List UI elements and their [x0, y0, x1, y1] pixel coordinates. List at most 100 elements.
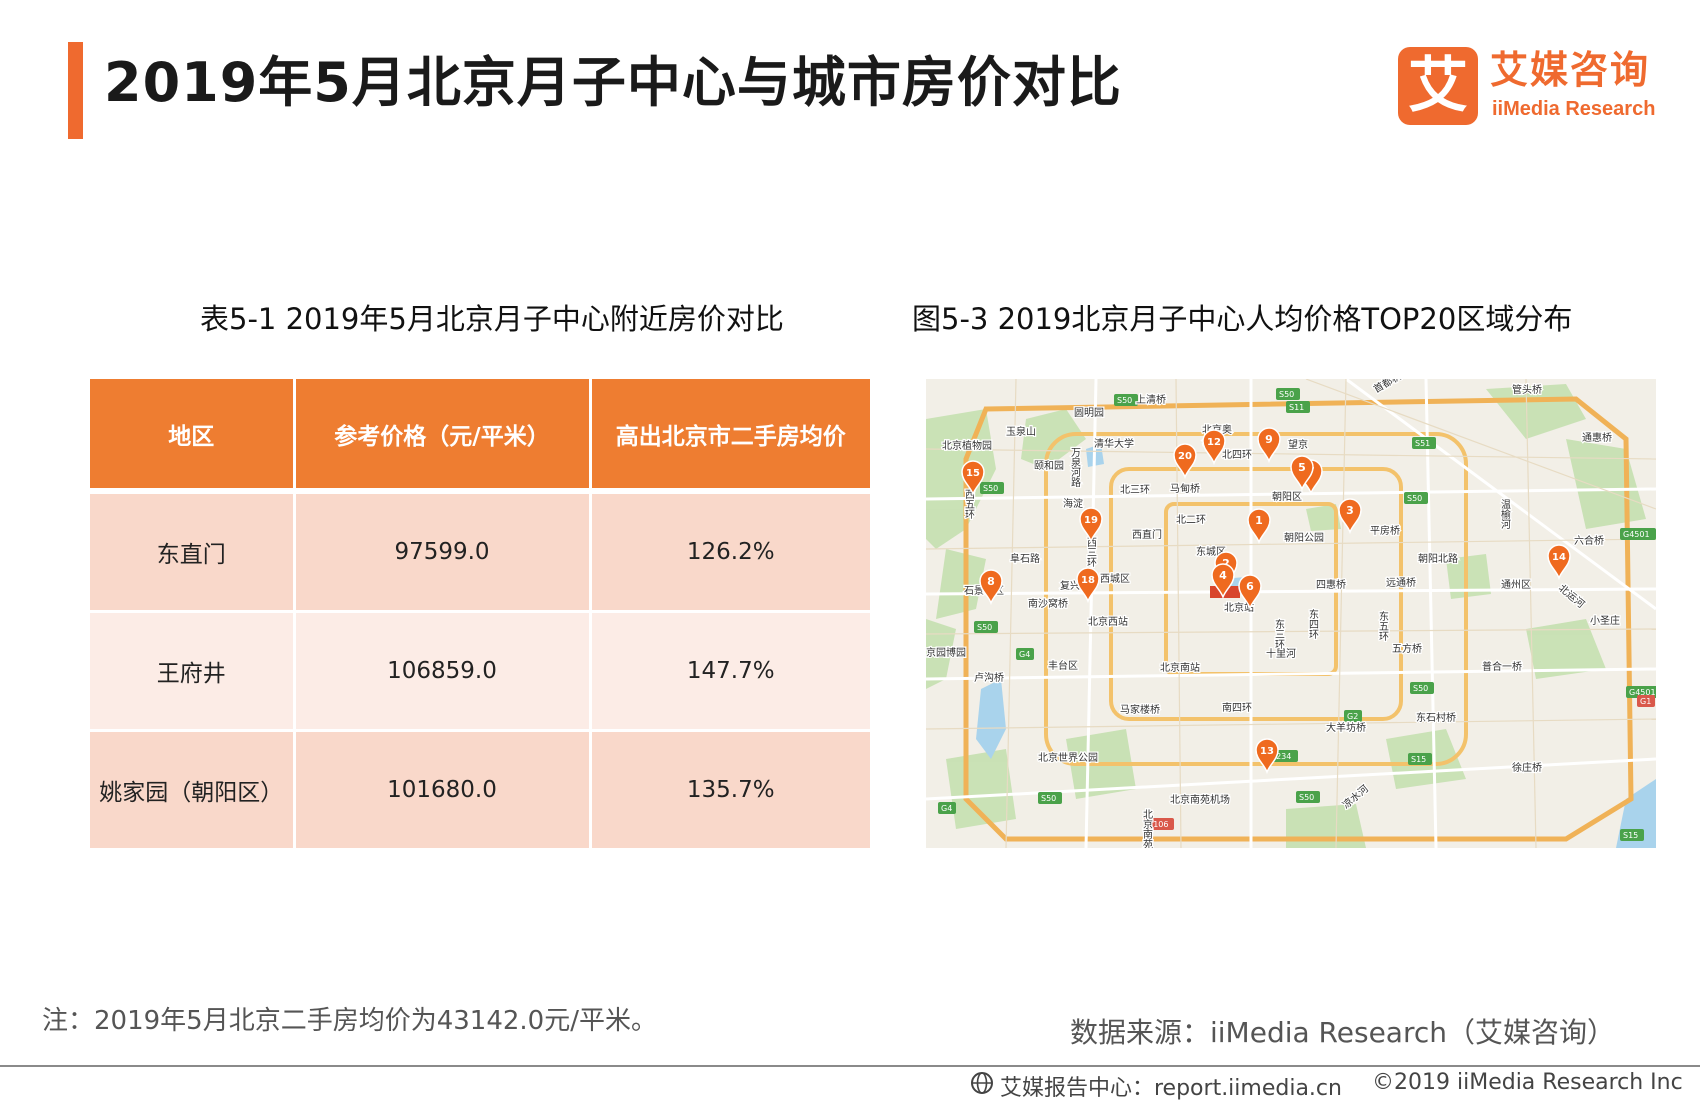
map-place-label: 西直门	[1132, 528, 1162, 541]
highway-badge-bg	[1114, 394, 1138, 406]
map-marker-number: 14	[1552, 552, 1566, 563]
map-place-label: 西城区	[1100, 573, 1130, 585]
map-marker[interactable]: 8	[979, 569, 1003, 606]
map-place-label: 北二环	[1176, 514, 1206, 526]
region-cell: 东直门	[90, 491, 296, 613]
map-marker[interactable]: 4	[1211, 563, 1235, 600]
logo-mark: 艾	[1398, 47, 1478, 125]
map-marker-pin	[1079, 507, 1103, 544]
map-place-label: 南沙窝桥	[1028, 597, 1068, 610]
premium-cell: 135.7%	[590, 730, 870, 851]
highway-badge-label: S50	[1407, 494, 1422, 503]
map-marker-pin	[961, 460, 985, 497]
map-marker[interactable]: 12	[1202, 429, 1226, 466]
highway-badge-label: G4501	[1623, 530, 1650, 539]
map-marker[interactable]: 18	[1076, 567, 1100, 604]
map-marker[interactable]: 3	[1338, 498, 1362, 535]
map-place-label: 北京植物园	[942, 439, 992, 452]
map-place-label: 徐庄桥	[1512, 761, 1542, 774]
highway-badge: G1	[1637, 695, 1655, 707]
highway-badge: S11	[1286, 401, 1310, 413]
highway-badge-label: S50	[977, 623, 992, 632]
map-place-label: 四惠桥	[1316, 578, 1346, 591]
map-marker[interactable]: 6	[1238, 574, 1262, 611]
map-marker[interactable]: 13	[1255, 738, 1279, 775]
map-place-label: 北三环	[1120, 484, 1150, 496]
table-title: 表5-1 2019年5月北京月子中心附近房价对比	[200, 302, 784, 336]
highway-badge: S15	[1620, 829, 1644, 841]
data-source: 数据来源：iiMedia Research（艾媒咨询）	[1070, 1016, 1615, 1049]
table-row: 王府井 106859.0 147.7%	[90, 611, 870, 732]
map-marker-pin	[1338, 498, 1362, 535]
highway-badge-label: G2	[1347, 712, 1358, 721]
premium-cell: 147.7%	[590, 611, 870, 732]
map-marker-pin	[1257, 427, 1281, 464]
region-cell: 姚家园（朝阳区）	[90, 730, 296, 851]
map-marker-pin	[1211, 563, 1235, 600]
highway-badge-label: G4	[1019, 650, 1030, 659]
map-place-label: 北京南苑	[1141, 809, 1153, 848]
highway-badge-label: S15	[1623, 831, 1638, 840]
map-marker-pin	[1173, 443, 1197, 480]
map-marker-number: 18	[1081, 575, 1095, 586]
map-place-label: 管头桥	[1512, 383, 1542, 396]
highway-badge-label: S50	[1299, 793, 1314, 802]
beijing-map: S50 S11 S50 S51 S50 G4501 S50 G4 S50 S50 G2 S15 G450…	[926, 379, 1656, 848]
map-place-label: 玉泉山	[1006, 425, 1036, 438]
map-marker[interactable]: 9	[1257, 427, 1281, 464]
map-marker[interactable]: 19	[1079, 507, 1103, 544]
highway-badge-bg	[1296, 791, 1320, 803]
map-place-label: 北四环	[1222, 449, 1252, 461]
map-place-label: 东五环	[1377, 610, 1389, 642]
highway-badge-bg	[980, 482, 1004, 494]
highway-badge-label: S50	[1117, 396, 1132, 405]
map-marker[interactable]: 15	[961, 460, 985, 497]
map-place-label: 北京世界公园	[1038, 751, 1098, 764]
logo-english-name: iiMedia Research	[1492, 98, 1656, 120]
highway-badge: G4501	[1626, 686, 1656, 698]
table-row: 姚家园（朝阳区） 101680.0 135.7%	[90, 730, 870, 851]
highway-badge-label: G4501	[1629, 688, 1656, 697]
footnote: 注：2019年5月北京二手房均价为43142.0元/平米。	[42, 1006, 657, 1036]
price-cell: 101680.0	[294, 730, 592, 851]
highway-badge-label: G106	[1147, 820, 1168, 829]
highway-badge-label: S50	[1041, 794, 1056, 803]
highway-badge-label: G1	[1640, 697, 1651, 706]
map-place-label: 普合一桥	[1482, 660, 1522, 673]
highway-badge-label: S50	[1279, 390, 1294, 399]
map-marker-number: 6	[1246, 580, 1254, 593]
map-marker[interactable]: 14	[1547, 544, 1571, 581]
map-place-label: 远通桥	[1386, 577, 1416, 589]
table-header-row: 地区 参考价格（元/平米） 高出北京市二手房均价	[90, 379, 870, 494]
page-title: 2019年5月北京月子中心与城市房价对比	[104, 51, 1122, 114]
map-marker[interactable]: 5	[1290, 455, 1314, 492]
title-accent-bar	[68, 42, 83, 139]
highway-badge-label: S50	[1413, 684, 1428, 693]
map-place-label: 海淀	[1063, 497, 1083, 510]
map-place-label: 朝阳区	[1272, 491, 1302, 503]
map-marker-number: 13	[1260, 746, 1274, 757]
table-row: 东直门 97599.0 126.2%	[90, 491, 870, 613]
highway-badge: G4501	[1620, 528, 1656, 540]
region-cell: 王府井	[90, 611, 296, 732]
map-marker[interactable]: 20	[1173, 443, 1197, 480]
map-marker-number: 5	[1298, 461, 1306, 474]
footer-report-center-text: 艾媒报告中心：report.iimedia.cn	[1000, 1076, 1342, 1101]
map-place-label: 东三环	[1273, 618, 1285, 650]
map-marker-number: 19	[1084, 515, 1098, 526]
map-place-label: 清华大学	[1094, 437, 1134, 450]
highway-badge: S51	[1412, 437, 1436, 449]
map-marker[interactable]: 1	[1247, 508, 1271, 545]
map-place-label: 上清桥	[1136, 393, 1166, 406]
map-place-label: 通州区	[1501, 579, 1531, 591]
map-marker-pin	[1255, 738, 1279, 775]
map-place-label: 圆明园	[1074, 407, 1104, 419]
highway-badge-bg	[1626, 686, 1656, 698]
map-place-label: 阜石路	[1010, 552, 1040, 565]
highway-badge-bg	[1286, 401, 1310, 413]
highway-badge: S50	[1296, 791, 1320, 803]
highway-badge-label: G4	[941, 804, 952, 813]
map-place-label: 北京西站	[1088, 615, 1128, 628]
highway-badge: S50	[1276, 388, 1300, 400]
column-header-region: 地区	[90, 379, 296, 494]
